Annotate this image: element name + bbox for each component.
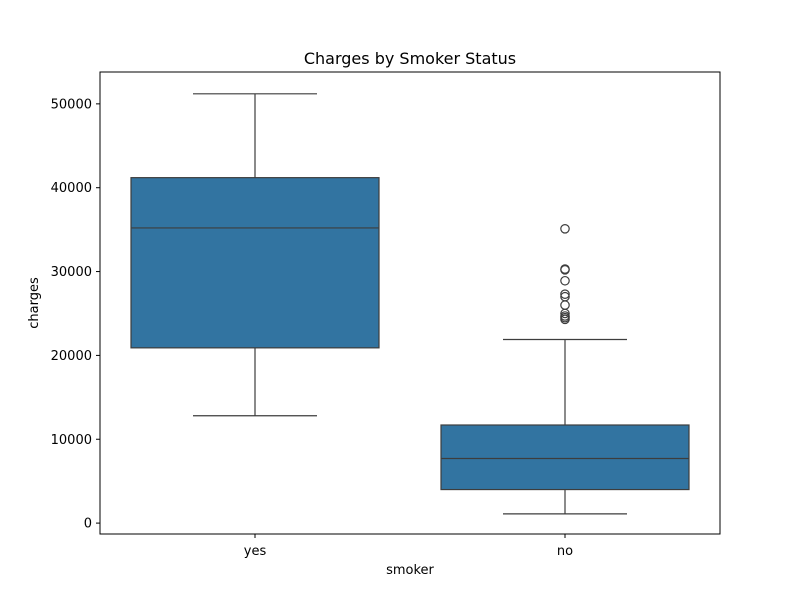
- x-axis-label: smoker: [386, 563, 434, 578]
- y-tick-label: 30000: [51, 265, 92, 280]
- x-axis: yes no: [244, 534, 573, 559]
- outlier-point: [560, 223, 570, 234]
- chart-title: Charges by Smoker Status: [304, 49, 516, 68]
- box-no: [440, 424, 690, 491]
- y-tick-label: 20000: [51, 349, 92, 364]
- box-group-no: [440, 223, 690, 515]
- y-axis: 0 10000 20000 30000 40000 50000: [51, 97, 100, 532]
- y-tick-label: 0: [84, 517, 92, 532]
- outlier-point: [560, 291, 570, 302]
- x-tick-label-yes: yes: [244, 544, 267, 559]
- outlier-point: [560, 275, 570, 286]
- y-tick-label: 40000: [51, 181, 92, 196]
- box-yes: [130, 177, 380, 349]
- box-group-yes: [130, 93, 380, 417]
- x-tick-label-no: no: [557, 544, 573, 559]
- y-tick-label: 50000: [51, 97, 92, 112]
- outlier-point: [560, 311, 570, 321]
- outlier-point: [560, 289, 570, 299]
- y-tick-label: 10000: [51, 433, 92, 448]
- plot-frame: [99, 71, 721, 535]
- y-axis-label: charges: [27, 277, 42, 329]
- plot-area: [130, 93, 690, 515]
- outlier-point: [560, 264, 570, 274]
